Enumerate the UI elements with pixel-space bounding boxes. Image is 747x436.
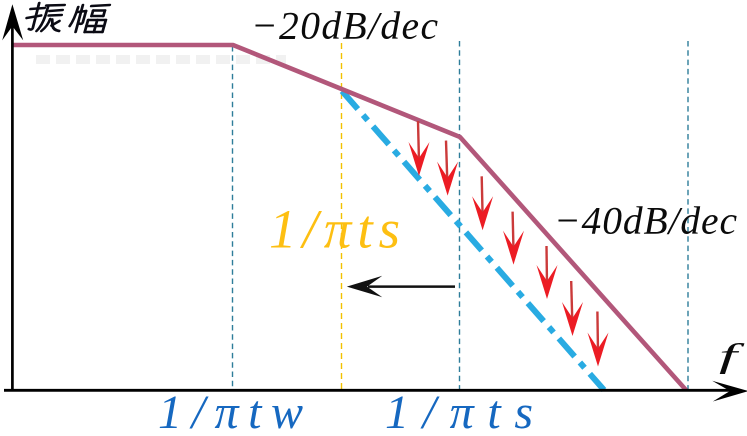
svg-text:1/πtw: 1/πtw (158, 386, 303, 436)
svg-text:−40dB/dec: −40dB/dec (554, 199, 737, 243)
svg-text:1/πts: 1/πts (269, 199, 400, 260)
svg-text:−20dB/dec: −20dB/dec (251, 4, 438, 48)
